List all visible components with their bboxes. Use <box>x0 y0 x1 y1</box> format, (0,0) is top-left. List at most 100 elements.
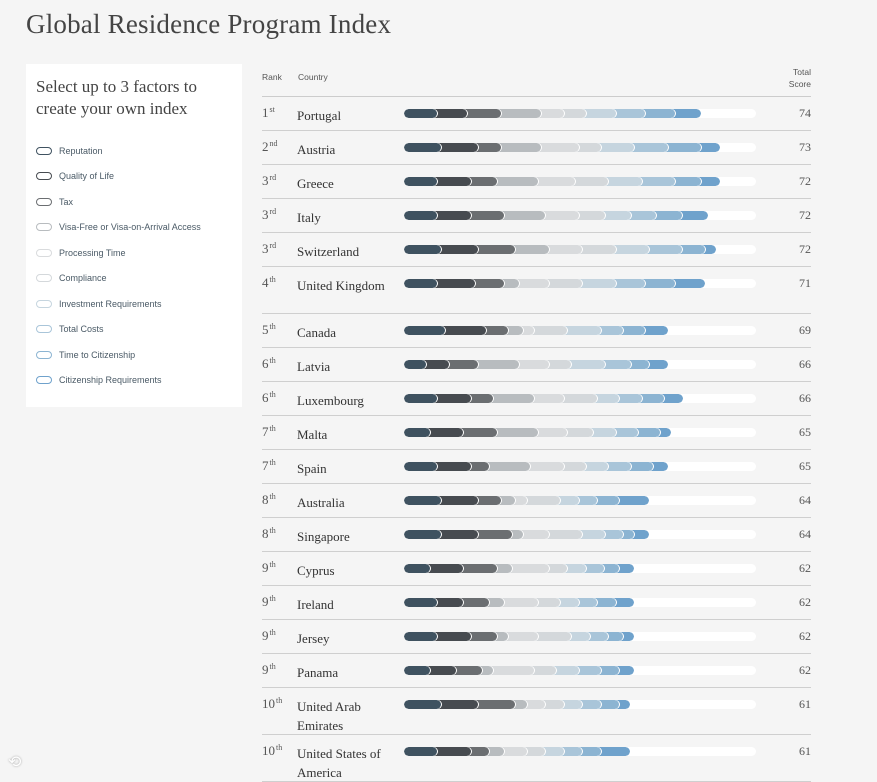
score-bar[interactable] <box>404 462 756 471</box>
factor-option[interactable]: Compliance <box>36 266 201 292</box>
score-bar[interactable] <box>404 211 756 220</box>
factor-toggle[interactable] <box>36 299 52 308</box>
score-bar[interactable] <box>404 496 756 505</box>
factor-toggle[interactable] <box>36 376 52 385</box>
factor-option[interactable]: Investment Requirements <box>36 291 201 317</box>
score-bar[interactable] <box>404 326 756 335</box>
table-row[interactable]: 10th United States of America 61 <box>262 735 811 782</box>
factor-toggle[interactable] <box>36 146 52 155</box>
score-bar-segment <box>467 462 490 471</box>
score-bar-segment <box>523 700 546 709</box>
factor-option[interactable]: Total Costs <box>36 317 201 343</box>
table-row[interactable]: 7th Spain 65 <box>262 450 811 484</box>
score-bar-segment <box>527 462 564 471</box>
factor-option[interactable]: Tax <box>36 189 201 215</box>
rank-number: 3 <box>262 207 269 222</box>
factor-label: Citizenship Requirements <box>59 375 162 386</box>
table-row[interactable]: 5th Canada 69 <box>262 314 811 348</box>
table-row[interactable]: 3rd Switzerland 72 <box>262 233 811 267</box>
country-name: Canada <box>297 325 336 340</box>
score-bar-segment <box>542 700 564 709</box>
table-row[interactable]: 9th Cyprus 62 <box>262 552 811 586</box>
score-bar-segment <box>504 326 523 335</box>
score-bar-segment <box>508 530 523 539</box>
table-row[interactable]: 9th Jersey 62 <box>262 620 811 654</box>
score-bar[interactable] <box>404 394 756 403</box>
table-row[interactable]: 1st Portugal 74 <box>262 97 811 131</box>
rank-cell: 4th <box>262 275 276 291</box>
score-bar[interactable] <box>404 177 756 186</box>
score-bar-segment <box>597 747 631 756</box>
score-bar-segment <box>698 177 720 186</box>
table-row[interactable]: 2nd Austria 73 <box>262 131 811 165</box>
score-bar-segment <box>426 564 464 573</box>
rank-cell: 1st <box>262 105 275 121</box>
score-bar-segment <box>657 428 672 437</box>
score-bar[interactable] <box>404 143 756 152</box>
score-bar-segment <box>538 143 579 152</box>
factor-option[interactable]: Quality of Life <box>36 164 201 190</box>
score-bar-segment <box>612 109 646 118</box>
table-row[interactable]: 3rd Greece 72 <box>262 165 811 199</box>
rank-cell: 3rd <box>262 173 276 189</box>
rank-number: 3 <box>262 241 269 256</box>
score-bar[interactable] <box>404 530 756 539</box>
factor-toggle[interactable] <box>36 350 52 359</box>
factor-toggle[interactable] <box>36 197 52 206</box>
factor-toggle[interactable] <box>36 248 52 257</box>
score-bar-segment <box>575 598 598 607</box>
score-bar[interactable] <box>404 632 756 641</box>
factor-toggle[interactable] <box>36 274 52 283</box>
table-row[interactable]: 4th United Kingdom 71 <box>262 267 811 314</box>
table-row[interactable]: 8th Singapore 64 <box>262 518 811 552</box>
score-bar[interactable] <box>404 109 756 118</box>
score-bar-segment <box>460 428 497 437</box>
table-row[interactable]: 8th Australia 64 <box>262 484 811 518</box>
score-bar-segment <box>512 245 549 254</box>
score-bar-segment <box>545 530 583 539</box>
table-row[interactable]: 6th Luxembourg 66 <box>262 382 811 416</box>
score-bar[interactable] <box>404 700 756 709</box>
factor-toggle[interactable] <box>36 325 52 334</box>
score-bar-segment <box>582 564 605 573</box>
score-bar[interactable] <box>404 747 756 756</box>
score-bar[interactable] <box>404 666 756 675</box>
table-row[interactable]: 7th Malta 65 <box>262 416 811 450</box>
table-row[interactable]: 3rd Italy 72 <box>262 199 811 233</box>
country-name: Switzerland <box>297 244 360 259</box>
factor-option[interactable]: Time to Citizenship <box>36 342 201 368</box>
rank-suffix: th <box>269 628 276 637</box>
table-row[interactable]: 9th Ireland 62 <box>262 586 811 620</box>
rank-cell: 10th <box>262 696 282 712</box>
score-bar-segment <box>627 462 653 471</box>
score-bar[interactable] <box>404 428 756 437</box>
table-row[interactable]: 6th Latvia 66 <box>262 348 811 382</box>
factor-option[interactable]: Reputation <box>36 138 201 164</box>
factor-option[interactable]: Visa-Free or Visa-on-Arrival Access <box>36 215 201 241</box>
score-bar-segment <box>660 394 683 403</box>
total-score-column-header[interactable]: Total Score <box>771 66 811 90</box>
score-bar-segment <box>497 109 542 118</box>
score-bar[interactable] <box>404 564 756 573</box>
score-bar-segment <box>601 211 631 220</box>
factor-toggle[interactable] <box>36 172 52 181</box>
country-column-header[interactable]: Country <box>298 72 328 82</box>
factor-toggle[interactable] <box>36 223 52 232</box>
table-row[interactable]: 10th United Arab Emirates 61 <box>262 688 811 735</box>
score-bar-segment <box>672 109 702 118</box>
score-bar-segment <box>493 632 508 641</box>
score-bar[interactable] <box>404 360 756 369</box>
table-row[interactable]: 9th Panama 62 <box>262 654 811 688</box>
score-bar-segment <box>575 496 598 505</box>
score-bar-segment <box>512 496 527 505</box>
rank-column-header[interactable]: Rank <box>262 72 282 82</box>
score-bar-segment <box>423 360 449 369</box>
score-bar-segment <box>434 598 464 607</box>
score-bar[interactable] <box>404 598 756 607</box>
score-bar[interactable] <box>404 279 756 288</box>
factor-option[interactable]: Processing Time <box>36 240 201 266</box>
score-bar-segment <box>404 245 442 254</box>
score-bar[interactable] <box>404 245 756 254</box>
factor-option[interactable]: Citizenship Requirements <box>36 368 201 394</box>
total-score: 61 <box>799 744 811 758</box>
